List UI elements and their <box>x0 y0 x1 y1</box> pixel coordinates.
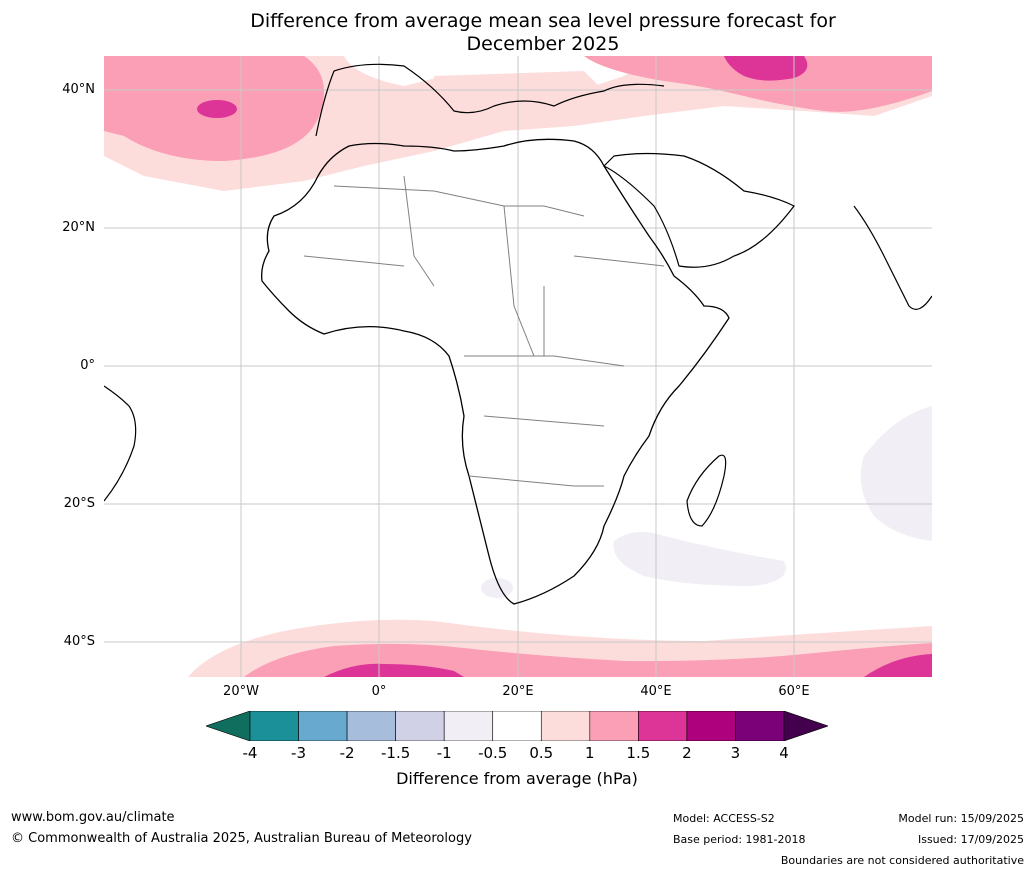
colorbar-tick-label: 4 <box>779 744 789 762</box>
model-name: Model: ACCESS-S2 <box>673 812 775 825</box>
lat-label-0: 0° <box>80 358 95 373</box>
madagascar-coastline <box>686 454 727 527</box>
colorbar-label: Difference from average (hPa) <box>396 769 638 788</box>
south-america-coastline <box>104 385 137 502</box>
lon-label-40e: 40°E <box>640 684 672 699</box>
colorbar-tick-label: -1 <box>436 744 452 762</box>
copyright-text: © Commonwealth of Australia 2025, Austra… <box>11 831 472 846</box>
lon-label-20e: 20°E <box>502 684 534 699</box>
anomaly-eurasia-mid <box>584 56 932 112</box>
colorbar-bin <box>298 711 348 741</box>
website-link[interactable]: www.bom.gov.au/climate <box>11 810 175 825</box>
colorbar-under-arrow <box>206 711 251 741</box>
graticule <box>104 56 932 677</box>
lat-label-40s: 40°S <box>63 634 95 649</box>
colorbar-tick-label: -1.5 <box>380 744 411 762</box>
colorbar-bin <box>589 711 639 741</box>
lon-label-20w: 20°W <box>223 684 259 699</box>
colorbar-tick-label: -3 <box>291 744 307 762</box>
country-borders <box>303 175 665 487</box>
title-line-2: December 2025 <box>466 33 620 55</box>
colorbar-tick-label: -4 <box>242 744 258 762</box>
colorbar-bin <box>443 711 494 741</box>
arabia-coastline <box>602 152 795 268</box>
lat-label-20n: 20°N <box>62 220 95 235</box>
model-run: Model run: 15/09/2025 <box>898 812 1024 825</box>
colorbar-bin <box>686 711 736 741</box>
colorbar-tick-label: 0.5 <box>529 744 554 762</box>
anomaly-med-light <box>434 71 604 116</box>
colorbar-tick-label: 2 <box>682 744 692 762</box>
colorbar-bin <box>249 711 299 741</box>
colorbar-tick-label: 3 <box>730 744 741 762</box>
colorbar-tick-label: -0.5 <box>478 744 508 762</box>
anomaly-eurasia-core <box>724 56 808 81</box>
india-coastline <box>853 205 932 310</box>
base-period: Base period: 1981-2018 <box>673 833 806 846</box>
colorbar-over-arrow <box>783 711 828 741</box>
colorbar-tick-label: 1 <box>585 744 595 762</box>
title-line-1: Difference from average mean sea level p… <box>250 10 836 32</box>
colorbar-tick-label: 1.5 <box>626 744 651 762</box>
anomaly-southern-core <box>324 654 932 677</box>
colorbar-bin <box>395 711 445 741</box>
africa-coastline <box>261 138 730 605</box>
europe-coastline <box>315 63 665 137</box>
lat-label-40n: 40°N <box>62 82 95 97</box>
colorbar <box>206 711 828 741</box>
boundaries-disclaimer: Boundaries are not considered authoritat… <box>780 854 1024 867</box>
lon-label-60e: 60°E <box>778 684 810 699</box>
colorbar-tick-label: -2 <box>339 744 355 762</box>
issued-date: Issued: 17/09/2025 <box>917 833 1024 846</box>
colorbar-bin <box>346 711 396 741</box>
anomaly-north-atlantic-core <box>197 100 237 118</box>
pressure-anomaly-map <box>104 56 932 677</box>
anomaly-mozambique-faint <box>613 532 786 586</box>
anomaly-sa-faint <box>481 578 513 598</box>
colorbar-bin <box>492 711 542 741</box>
colorbar-bin <box>540 711 591 741</box>
anomaly-indian-ocean-faint <box>860 406 932 541</box>
lon-label-0: 0° <box>371 684 387 699</box>
map-title: Difference from average mean sea level p… <box>0 10 1035 56</box>
lat-label-20s: 20°S <box>63 496 95 511</box>
colorbar-bin <box>638 711 688 741</box>
colorbar-bin <box>735 711 785 741</box>
